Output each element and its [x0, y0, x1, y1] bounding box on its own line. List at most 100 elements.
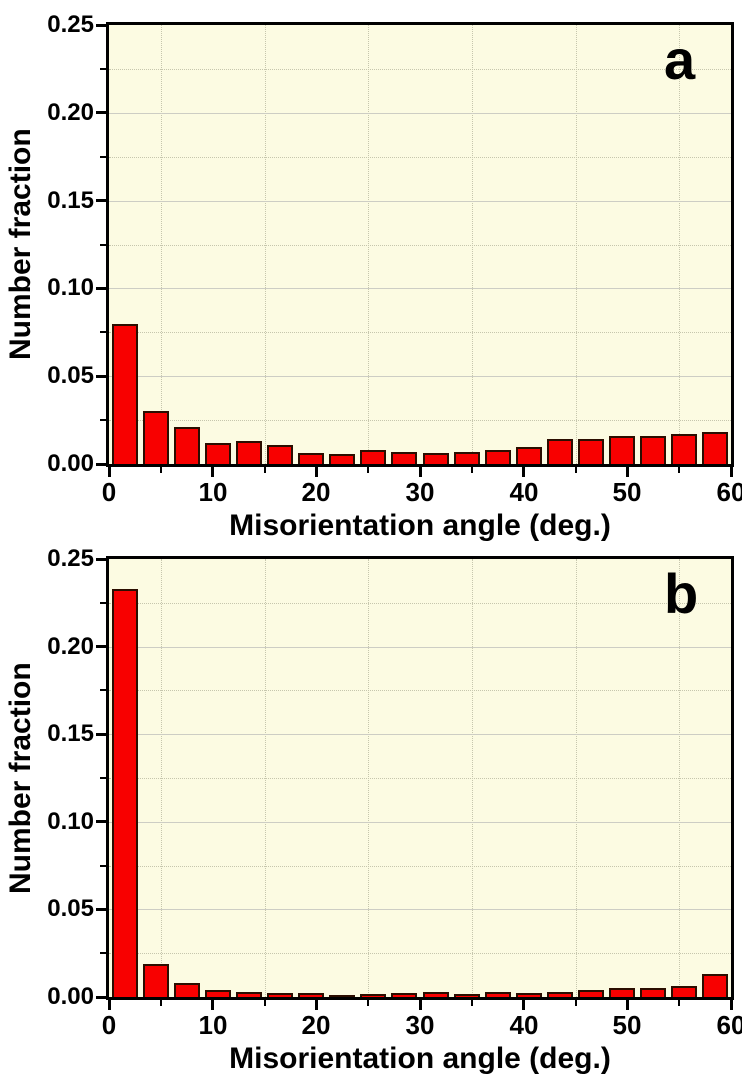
- x-tick-label: 0: [101, 477, 117, 507]
- x-tick-label: 50: [612, 1010, 642, 1040]
- y-tick-label: 0.20: [47, 99, 94, 126]
- gridline-minor-horizontal: [109, 69, 731, 70]
- y-tick-label: 0.00: [47, 983, 94, 1010]
- gridline-minor-vertical: [161, 25, 162, 464]
- histogram-bar: [702, 432, 728, 464]
- plot-area: [106, 556, 734, 1000]
- x-axis-major-tick: [626, 1000, 629, 1010]
- x-tick-label: 10: [198, 477, 228, 507]
- y-axis-minor-tick: [100, 602, 106, 604]
- gridline-minor-vertical: [679, 25, 680, 464]
- gridline-minor-horizontal: [109, 866, 731, 867]
- x-axis-title: Misorientation angle (deg.): [229, 1042, 611, 1075]
- x-axis-major-tick: [315, 467, 318, 477]
- x-axis-major-tick: [522, 467, 525, 477]
- y-axis-major-tick: [96, 996, 106, 999]
- histogram-bar: [205, 443, 231, 464]
- x-axis-minor-tick: [367, 467, 369, 473]
- x-tick-label: 10: [198, 1010, 228, 1040]
- y-tick-label: 0.20: [47, 633, 94, 660]
- x-axis-major-tick: [730, 1000, 733, 1010]
- histogram-bar: [578, 439, 604, 464]
- y-axis-minor-tick: [100, 952, 106, 954]
- y-axis-minor-tick: [100, 419, 106, 421]
- x-tick-label: 30: [405, 1010, 435, 1040]
- gridline-minor-horizontal: [109, 778, 731, 779]
- histogram-bar: [454, 994, 480, 997]
- histogram-bar: [391, 993, 417, 997]
- y-axis-minor-tick: [100, 331, 106, 333]
- gridline-major-horizontal: [109, 288, 731, 289]
- gridline-minor-vertical: [576, 25, 577, 464]
- panel-b: Number fraction b Misorientation angle (…: [0, 535, 742, 1085]
- histogram-bar: [578, 990, 604, 997]
- x-tick-label: 20: [301, 477, 331, 507]
- gridline-minor-horizontal: [109, 690, 731, 691]
- y-tick-label: 0.15: [47, 720, 94, 747]
- y-axis-major-tick: [96, 199, 106, 202]
- y-axis-major-tick: [96, 733, 106, 736]
- x-axis-minor-tick: [575, 1000, 577, 1006]
- x-axis-major-tick: [626, 467, 629, 477]
- x-tick-label: 60: [716, 1010, 742, 1040]
- histogram-bar: [609, 988, 635, 997]
- x-tick-label: 40: [509, 477, 539, 507]
- y-axis-major-tick: [96, 645, 106, 648]
- x-axis-major-tick: [315, 1000, 318, 1010]
- x-axis-minor-tick: [471, 1000, 473, 1006]
- x-tick-label: 30: [405, 477, 435, 507]
- y-tick-label: 0.05: [47, 362, 94, 389]
- panel-letter: b: [664, 562, 699, 625]
- plot-area: [106, 22, 734, 467]
- x-tick-label: 0: [101, 1010, 117, 1040]
- histogram-bar: [360, 994, 386, 997]
- x-axis-major-tick: [419, 1000, 422, 1010]
- gridline-major-horizontal: [109, 201, 731, 202]
- y-tick-label: 0.15: [47, 187, 94, 214]
- histogram-bar: [702, 974, 728, 997]
- gridline-minor-horizontal: [109, 420, 731, 421]
- x-axis-minor-tick: [367, 1000, 369, 1006]
- panel-letter: a: [664, 28, 696, 91]
- gridline-major-horizontal: [109, 113, 731, 114]
- y-axis-major-tick: [96, 820, 106, 823]
- y-axis-major-tick: [96, 375, 106, 378]
- histogram-bar: [485, 450, 511, 464]
- gridline-minor-horizontal: [109, 332, 731, 333]
- histogram-bar: [174, 427, 200, 464]
- x-axis-minor-tick: [575, 467, 577, 473]
- y-tick-label: 0.10: [47, 808, 94, 835]
- gridline-minor-horizontal: [109, 953, 731, 954]
- y-axis-major-tick: [96, 287, 106, 290]
- x-axis-major-tick: [211, 1000, 214, 1010]
- histogram-bar: [423, 992, 449, 997]
- x-axis-major-tick: [730, 467, 733, 477]
- histogram-bar: [671, 434, 697, 464]
- y-axis-title: Number fraction: [4, 128, 37, 361]
- histogram-bar: [143, 964, 169, 997]
- x-axis-major-tick: [108, 467, 111, 477]
- y-tick-label: 0.10: [47, 274, 94, 301]
- gridline-minor-horizontal: [109, 245, 731, 246]
- histogram-bar: [298, 453, 324, 464]
- histogram-bar: [112, 324, 138, 464]
- x-tick-label: 20: [301, 1010, 331, 1040]
- gridline-major-horizontal: [109, 822, 731, 823]
- histogram-bar: [423, 453, 449, 464]
- y-axis-minor-tick: [100, 244, 106, 246]
- histogram-bar: [547, 439, 573, 464]
- y-tick-label: 0.25: [47, 545, 94, 572]
- y-axis-major-tick: [96, 463, 106, 466]
- x-axis-minor-tick: [471, 467, 473, 473]
- histogram-bar: [516, 993, 542, 997]
- x-axis-minor-tick: [264, 1000, 266, 1006]
- histogram-bar: [267, 993, 293, 997]
- gridline-major-horizontal: [109, 734, 731, 735]
- x-axis-major-tick: [522, 1000, 525, 1010]
- x-axis-minor-tick: [678, 467, 680, 473]
- y-axis-minor-tick: [100, 865, 106, 867]
- histogram-bar: [516, 447, 542, 464]
- y-axis-major-tick: [96, 111, 106, 114]
- gridline-minor-vertical: [472, 25, 473, 464]
- histogram-bar: [485, 992, 511, 997]
